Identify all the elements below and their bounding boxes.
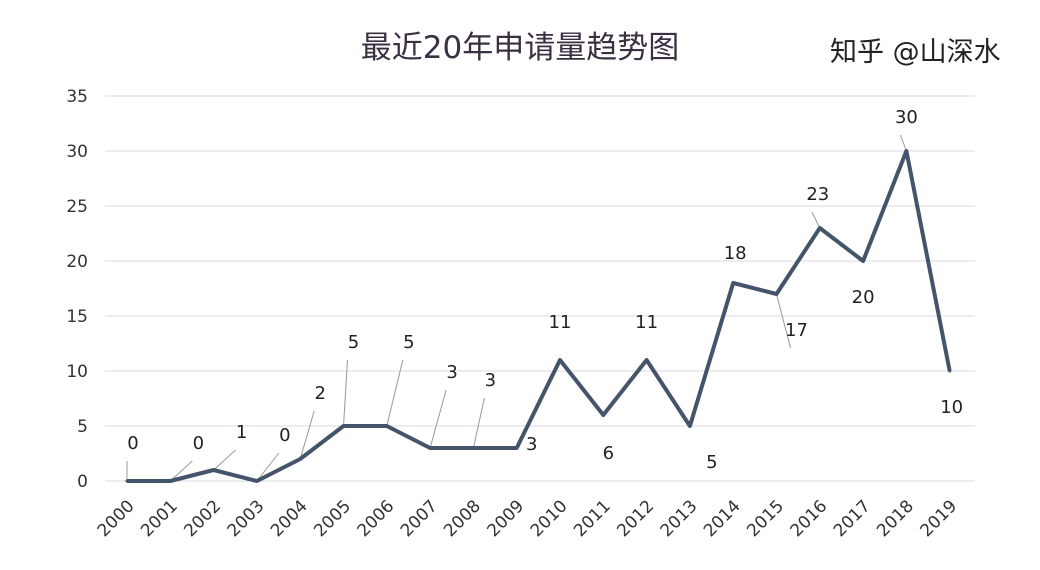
data-point xyxy=(428,446,432,450)
y-tick-label: 35 xyxy=(66,87,88,107)
data-label: 30 xyxy=(895,107,918,128)
y-tick-label: 20 xyxy=(66,252,88,272)
data-point xyxy=(125,479,129,483)
x-tick-label: 2014 xyxy=(700,496,745,541)
data-label: 1 xyxy=(236,422,247,443)
data-point xyxy=(818,226,822,230)
watermark: 知乎 @山深水 xyxy=(830,37,1001,68)
data-point xyxy=(212,468,216,472)
leader-line xyxy=(169,460,193,482)
x-tick-label: 2011 xyxy=(570,496,615,541)
x-tick-label: 2007 xyxy=(397,496,442,541)
data-label: 10 xyxy=(940,397,963,418)
y-tick-label: 0 xyxy=(77,472,88,492)
data-label: 23 xyxy=(806,184,829,205)
y-tick-label: 15 xyxy=(66,307,88,327)
x-tick-label: 2017 xyxy=(830,496,875,541)
x-tick-label: 2005 xyxy=(310,496,355,541)
data-point xyxy=(255,479,259,483)
data-point xyxy=(861,259,865,263)
x-tick-label: 2009 xyxy=(484,496,529,541)
data-label: 18 xyxy=(724,243,747,264)
data-point xyxy=(168,479,172,483)
x-tick-label: 2012 xyxy=(613,496,658,541)
x-tick-label: 2013 xyxy=(657,496,702,541)
data-point xyxy=(601,413,605,417)
data-point xyxy=(471,446,475,450)
data-label: 6 xyxy=(603,443,614,464)
leader-line xyxy=(472,397,485,449)
data-point xyxy=(948,369,952,373)
data-point xyxy=(515,446,519,450)
y-tick-label: 30 xyxy=(66,142,88,162)
leader-line xyxy=(899,134,907,152)
x-tick-label: 2008 xyxy=(440,496,485,541)
leader-line xyxy=(811,211,821,229)
data-point xyxy=(731,281,735,285)
data-point xyxy=(558,358,562,362)
data-point xyxy=(775,292,778,296)
data-label: 3 xyxy=(485,370,496,391)
data-label: 0 xyxy=(127,433,138,454)
data-point xyxy=(385,424,389,428)
x-tick-label: 2000 xyxy=(94,496,139,541)
x-tick-label: 2018 xyxy=(873,496,918,541)
data-label: 5 xyxy=(403,332,414,353)
leader-line xyxy=(776,293,791,349)
data-point xyxy=(645,358,649,362)
data-label: 5 xyxy=(348,332,359,353)
data-point xyxy=(688,424,692,428)
y-tick-label: 10 xyxy=(66,362,88,382)
data-label: 0 xyxy=(193,433,204,454)
data-label: 2 xyxy=(314,383,325,404)
data-label: 20 xyxy=(852,287,875,308)
x-tick-label: 2015 xyxy=(743,496,788,541)
data-label: 5 xyxy=(706,452,717,473)
data-point xyxy=(342,424,345,428)
data-label: 3 xyxy=(526,434,537,455)
y-tick-label: 5 xyxy=(77,417,88,437)
x-tick-label: 2001 xyxy=(137,496,182,541)
x-tick-label: 2006 xyxy=(354,496,399,541)
leader-line xyxy=(386,359,404,427)
x-tick-label: 2010 xyxy=(527,496,572,541)
leader-line xyxy=(343,359,348,427)
data-point xyxy=(904,149,908,153)
x-tick-label: 2003 xyxy=(224,496,269,541)
data-label: 11 xyxy=(635,312,658,333)
leader-line xyxy=(213,449,236,471)
data-label: 3 xyxy=(446,362,457,383)
data-label: 11 xyxy=(549,312,572,333)
series-line xyxy=(127,149,952,483)
x-tick-label: 2002 xyxy=(180,496,225,541)
chart-title: 最近20年申请量趋势图 xyxy=(360,30,680,66)
x-tick-label: 2019 xyxy=(917,496,962,541)
x-tick-label: 2016 xyxy=(787,496,832,541)
data-label: 17 xyxy=(785,320,808,341)
leader-line xyxy=(256,452,280,482)
data-point xyxy=(298,457,302,461)
leader-line xyxy=(429,389,447,449)
x-tick-label: 2004 xyxy=(267,496,312,541)
data-label: 0 xyxy=(279,425,290,446)
leader-line xyxy=(299,410,315,460)
y-tick-label: 25 xyxy=(66,197,88,217)
